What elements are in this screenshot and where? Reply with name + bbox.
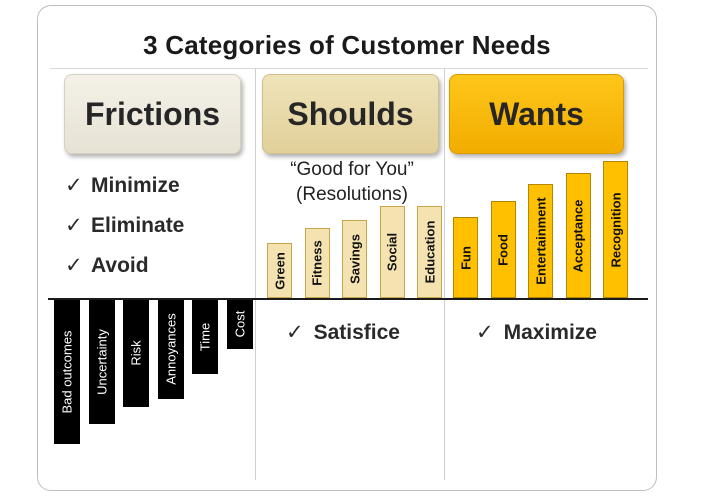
- frictions-bar-uncertainty: Uncertainty: [88, 299, 115, 424]
- wants-bar-label: Food: [495, 233, 511, 266]
- frictions-bar-label: Cost: [232, 310, 247, 338]
- wants-footer-label: Maximize: [503, 321, 597, 344]
- frictions-header: Frictions: [64, 74, 241, 154]
- frictions-check-item: ✓ Avoid: [65, 253, 149, 278]
- shoulds-bar-label: Social: [384, 232, 400, 272]
- frictions-bar-annoyances: Annoyances: [157, 299, 184, 399]
- frictions-bar-risk: Risk: [123, 299, 149, 407]
- column-divider-1: [255, 68, 256, 480]
- shoulds-bar-green: Green: [267, 243, 292, 298]
- frictions-bar-label: Bad outcomes: [59, 329, 75, 414]
- wants-bar-label: Recognition: [608, 191, 623, 268]
- top-divider: [50, 68, 648, 69]
- shoulds-bar-label: Green: [272, 251, 287, 290]
- shoulds-bar-label: Savings: [347, 234, 362, 284]
- frictions-check-item: ✓ Eliminate: [65, 213, 184, 238]
- shoulds-bar-savings: Savings: [342, 220, 367, 298]
- wants-bar-acceptance: Acceptance: [565, 173, 591, 298]
- frictions-bar-cost: Cost: [226, 299, 253, 349]
- shoulds-footer: ✓ Satisfice: [286, 320, 400, 345]
- shoulds-subtitle-line1: “Good for You”: [290, 159, 414, 180]
- check-icon: ✓: [65, 214, 83, 237]
- check-item-label: Avoid: [91, 254, 149, 277]
- wants-bar-label: Entertainment: [533, 197, 548, 285]
- shoulds-bar-education: Education: [417, 206, 442, 298]
- check-item-label: Eliminate: [91, 214, 185, 237]
- check-item-label: Minimize: [91, 174, 180, 197]
- wants-bar-label: Fun: [458, 245, 473, 270]
- wants-header: Wants: [449, 74, 624, 154]
- shoulds-bar-fitness: Fitness: [304, 228, 330, 298]
- frictions-check-item: ✓ Minimize: [65, 173, 180, 198]
- wants-bar-label: Acceptance: [570, 199, 586, 272]
- frictions-bar-time: Time: [192, 299, 218, 374]
- wants-bar-recognition: Recognition: [603, 161, 628, 298]
- wants-footer: ✓ Maximize: [476, 320, 597, 345]
- frictions-bar-label: Uncertainty: [94, 328, 109, 395]
- check-icon: ✓: [286, 321, 304, 344]
- frictions-bar-label: Time: [197, 322, 213, 351]
- shoulds-header: Shoulds: [262, 74, 439, 154]
- column-divider-2: [444, 68, 445, 480]
- shoulds-footer-label: Satisfice: [313, 321, 400, 344]
- frictions-bar-label: Annoyances: [163, 313, 178, 385]
- wants-bar-entertainment: Entertainment: [528, 184, 553, 298]
- check-icon: ✓: [65, 174, 83, 197]
- shoulds-subtitle-line2: (Resolutions): [296, 184, 408, 205]
- check-icon: ✓: [65, 254, 83, 277]
- frictions-bar-label: Risk: [128, 340, 144, 366]
- frictions-bar-bad-outcomes: Bad outcomes: [54, 299, 80, 444]
- shoulds-bar-social: Social: [379, 206, 405, 298]
- check-icon: ✓: [476, 321, 494, 344]
- wants-bar-fun: Fun: [453, 217, 478, 298]
- wants-bar-food: Food: [490, 201, 516, 298]
- baseline-axis: [48, 298, 648, 300]
- shoulds-bar-label: Fitness: [309, 240, 325, 286]
- shoulds-bar-label: Education: [422, 220, 437, 284]
- diagram-title: 3 Categories of Customer Needs: [143, 30, 551, 60]
